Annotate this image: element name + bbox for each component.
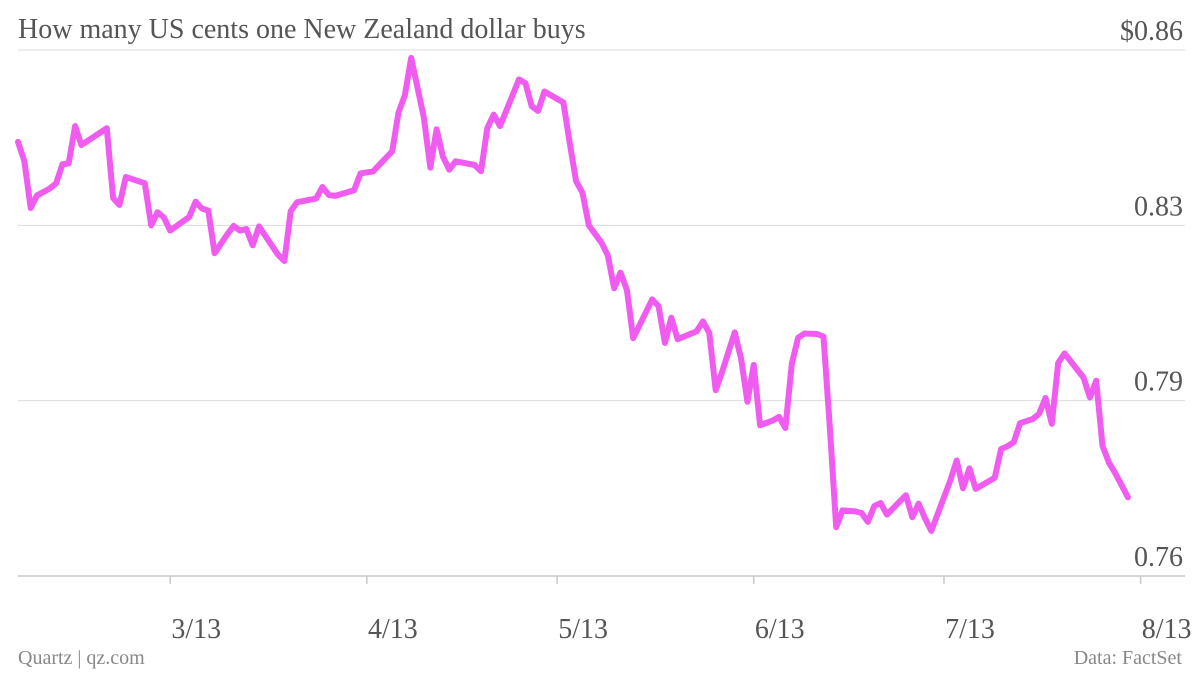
- gridlines: [18, 49, 1185, 577]
- y-tick-label: 0.79: [1134, 367, 1183, 398]
- x-axis: [169, 576, 1142, 584]
- y-tick-label: 0.83: [1134, 191, 1183, 222]
- y-tick-label: 0.76: [1134, 542, 1183, 573]
- y-tick-labels: $0.86 0.83 0.79 0.76: [1120, 16, 1183, 573]
- x-tick-label: 6/13: [755, 614, 805, 645]
- x-tick-labels: 3/13 4/13 5/13 6/13 7/13 8/13: [171, 614, 1191, 645]
- series-layer: [15, 54, 1131, 534]
- chart-title: How many US cents one New Zealand dollar…: [18, 14, 586, 45]
- y-tick-label: $0.86: [1120, 16, 1183, 47]
- x-tick-label: 5/13: [558, 614, 608, 645]
- x-tick-label: 3/13: [171, 614, 221, 645]
- data-source: Data: FactSet: [1073, 647, 1182, 669]
- x-tick-label: 7/13: [945, 614, 995, 645]
- x-tick-label: 8/13: [1142, 614, 1192, 645]
- series-line: [15, 54, 1131, 534]
- source-credit: Quartz | qz.com: [18, 647, 145, 669]
- x-tick-label: 4/13: [368, 614, 418, 645]
